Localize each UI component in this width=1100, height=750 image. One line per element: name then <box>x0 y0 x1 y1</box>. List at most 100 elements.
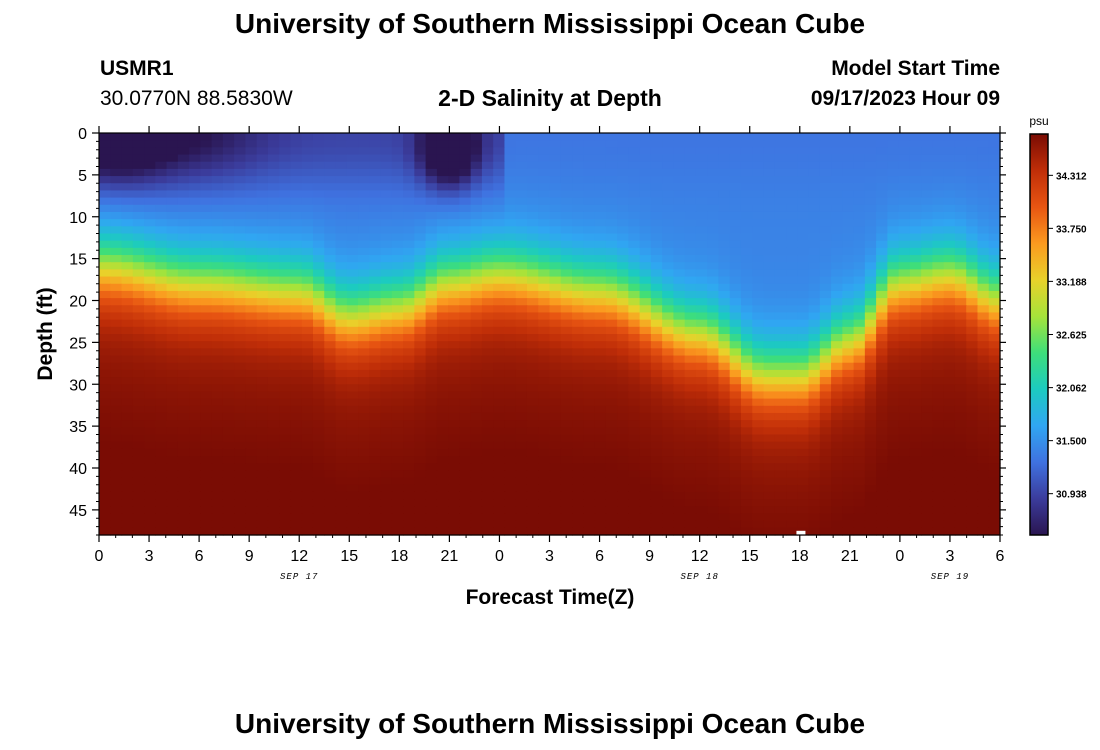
heatmap-cell <box>887 283 900 292</box>
heatmap-cell <box>346 463 359 471</box>
heatmap-cell <box>166 427 179 436</box>
heatmap-cell <box>740 219 753 227</box>
heatmap-cell <box>324 499 337 507</box>
heatmap-cell <box>921 405 934 414</box>
heatmap-cell <box>932 312 945 321</box>
heatmap-cell <box>943 491 956 500</box>
heatmap-cell <box>549 405 562 414</box>
heatmap-cell <box>504 283 517 292</box>
heatmap-cell <box>966 398 979 407</box>
heatmap-cell <box>200 463 213 471</box>
heatmap-cell <box>695 341 708 349</box>
heatmap-cell <box>425 298 438 306</box>
heatmap-cell <box>369 211 382 220</box>
heatmap-cell <box>842 391 855 400</box>
heatmap-cell <box>752 219 765 227</box>
heatmap-cell <box>605 305 618 314</box>
heatmap-cell <box>774 312 787 321</box>
heatmap-cell <box>819 255 832 263</box>
heatmap-cell <box>605 290 618 299</box>
heatmap-cell <box>155 391 168 400</box>
heatmap-cell <box>369 427 382 436</box>
heatmap-cell <box>695 441 708 450</box>
heatmap-cell <box>144 154 156 163</box>
heatmap-cell <box>335 226 348 235</box>
heatmap-cell <box>549 377 562 385</box>
heatmap-cell <box>819 477 832 486</box>
heatmap-cell <box>234 527 247 536</box>
heatmap-cell <box>560 384 573 393</box>
heatmap-cell <box>932 176 945 184</box>
heatmap-cell <box>752 283 765 292</box>
heatmap-cell <box>358 161 370 170</box>
heatmap-cell <box>729 211 742 220</box>
heatmap-cell <box>932 276 945 285</box>
heatmap-cell <box>290 499 303 507</box>
heatmap-cell <box>707 269 720 278</box>
heatmap-cell <box>267 183 280 192</box>
heatmap-cell <box>864 477 877 486</box>
heatmap-cell <box>572 369 584 378</box>
heatmap-cell <box>560 499 573 507</box>
heatmap-cell <box>898 147 911 156</box>
heatmap-cell <box>966 247 979 256</box>
heatmap-cell <box>617 499 629 507</box>
heatmap-cell <box>831 161 843 170</box>
heatmap-cell <box>369 499 382 507</box>
heatmap-cell <box>504 484 517 493</box>
heatmap-cell <box>346 369 359 378</box>
heatmap-cell <box>831 448 843 457</box>
heatmap-cell <box>572 362 584 371</box>
heatmap-cell <box>639 326 652 335</box>
heatmap-cell <box>662 527 674 536</box>
heatmap-cell <box>200 527 213 536</box>
heatmap-cell <box>786 341 798 349</box>
heatmap-cell <box>245 262 258 270</box>
heatmap-cell <box>290 420 303 428</box>
heatmap-cell <box>200 233 213 242</box>
heatmap-cell <box>515 276 528 285</box>
heatmap-cell <box>436 204 449 213</box>
heatmap-cell <box>943 233 956 242</box>
heatmap-cell <box>279 161 292 170</box>
heatmap-cell <box>954 448 967 457</box>
heatmap-cell <box>977 211 990 220</box>
heatmap-cell <box>526 427 539 436</box>
heatmap-cell <box>673 154 686 163</box>
heatmap-cell <box>267 247 280 256</box>
heatmap-cell <box>729 176 742 184</box>
heatmap-cell <box>459 477 472 486</box>
heatmap-cell <box>301 161 314 170</box>
plot-title: 2-D Salinity at Depth <box>438 85 662 111</box>
heatmap-cell <box>650 513 663 522</box>
heatmap-cell <box>819 269 832 278</box>
heatmap-cell <box>695 247 708 256</box>
heatmap-cell <box>448 427 460 436</box>
heatmap-cell <box>560 477 573 486</box>
heatmap-cell <box>369 420 382 428</box>
heatmap-cell <box>639 420 652 428</box>
heatmap-cell <box>99 276 111 285</box>
heatmap-cell <box>481 133 494 141</box>
heatmap-cell <box>583 312 596 321</box>
heatmap-cell <box>301 154 314 163</box>
heatmap-cell <box>560 133 573 141</box>
heatmap-cell <box>673 147 686 156</box>
heatmap-cell <box>572 441 584 450</box>
heatmap-cell <box>346 506 359 515</box>
heatmap-cell <box>414 183 427 192</box>
x-tick-label: 0 <box>495 548 504 565</box>
heatmap-cell <box>166 341 179 349</box>
heatmap-cell <box>707 312 720 321</box>
heatmap-cell <box>898 183 911 192</box>
heatmap-cell <box>391 283 404 292</box>
heatmap-cell <box>481 348 494 357</box>
heatmap-cell <box>312 513 325 522</box>
heatmap-cell <box>954 247 967 256</box>
heatmap-cell <box>808 470 821 479</box>
heatmap-cell <box>966 484 979 493</box>
heatmap-cell <box>887 319 900 328</box>
heatmap-cell <box>369 448 382 457</box>
heatmap-cell <box>977 441 990 450</box>
heatmap-cell <box>504 499 517 507</box>
